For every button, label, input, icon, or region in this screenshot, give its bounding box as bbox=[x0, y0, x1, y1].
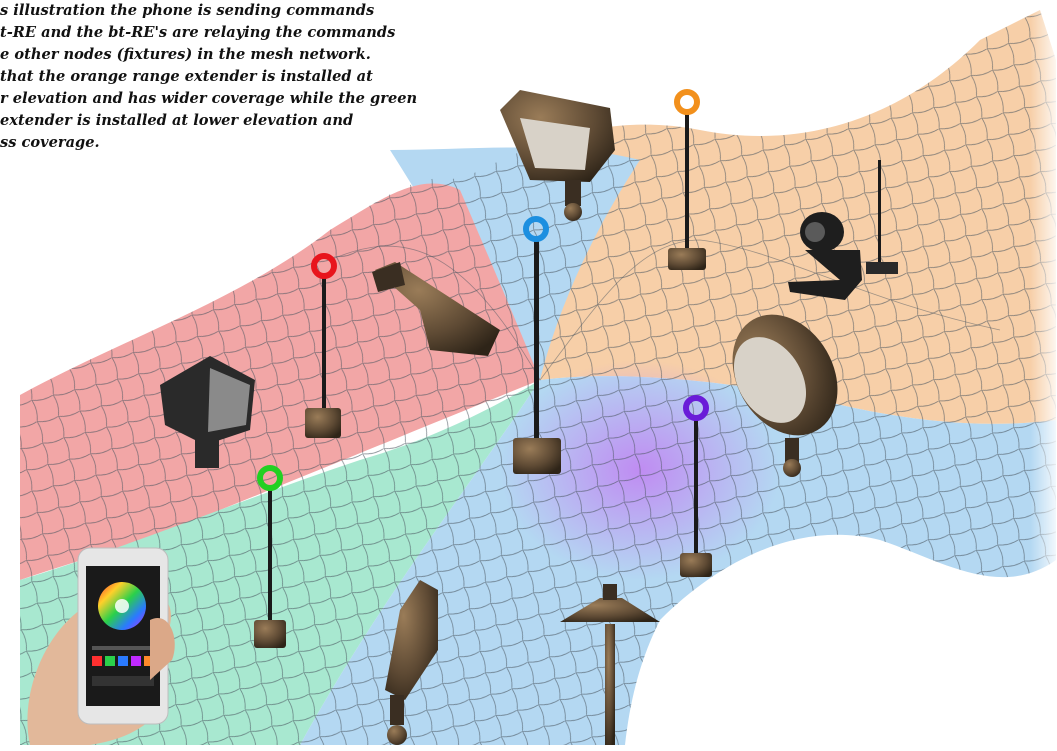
orange-range-extender bbox=[668, 89, 706, 270]
caption-line: extender is installed at lower elevation… bbox=[0, 112, 354, 129]
light-fixtures bbox=[160, 90, 862, 745]
caption-line: r elevation and has wider coverage while… bbox=[0, 90, 418, 107]
red-range-extender bbox=[305, 253, 341, 438]
wall-wash-fixture-right bbox=[732, 314, 838, 477]
caption-line: that the orange range extender is instal… bbox=[0, 68, 373, 85]
caption-line: e other nodes (fixtures) in the mesh net… bbox=[0, 46, 371, 63]
caption-line: s illustration the phone is sending comm… bbox=[0, 2, 375, 19]
spotlight-fixture-right bbox=[788, 212, 862, 300]
caption-line: t-RE and the bt-RE's are relaying the co… bbox=[0, 24, 396, 41]
bullet-light-fixture-bottom bbox=[385, 580, 438, 745]
green-range-extender bbox=[254, 465, 286, 648]
purple-range-extender bbox=[680, 395, 712, 577]
smartphone-color-wheel-app-icon bbox=[27, 547, 175, 745]
flood-light-fixture-left bbox=[160, 356, 255, 468]
flood-light-fixture-top bbox=[500, 90, 615, 221]
plain-antenna-stake bbox=[866, 160, 898, 274]
caption-line: ss coverage. bbox=[0, 134, 100, 151]
path-light-fixture bbox=[560, 584, 660, 745]
illustration-caption: s illustration the phone is sending comm… bbox=[0, 0, 470, 154]
blue-range-extender bbox=[513, 216, 561, 474]
terrain-mesh-surface bbox=[20, 0, 1057, 751]
bullet-light-fixture bbox=[372, 262, 500, 356]
range-extenders bbox=[254, 89, 898, 648]
